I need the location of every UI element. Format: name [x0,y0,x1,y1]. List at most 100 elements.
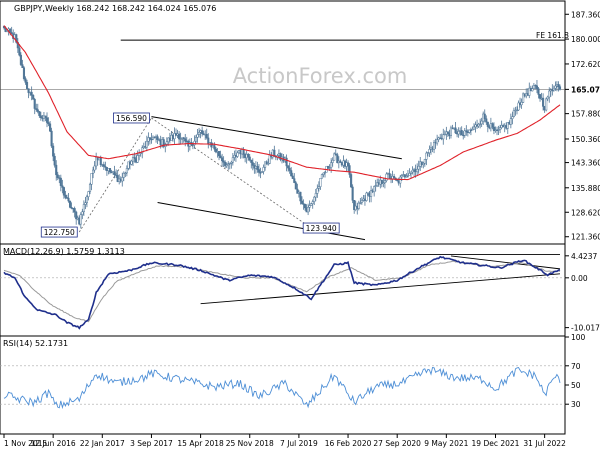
candle-body [148,137,151,140]
candle-body [499,127,502,130]
candle-body [351,186,354,201]
price-tick-label: 121.360 [571,233,600,242]
candle-body [67,197,70,202]
candle-body [124,172,127,174]
candle-body [443,133,446,136]
x-tick-label: 27 Sep 2020 [373,439,421,448]
candle-body [506,122,509,129]
x-tick-label: 19 Dec 2021 [472,439,520,448]
candle-body [460,130,463,136]
symbol-header: GBPJPY,Weekly 168.242 168.242 164.024 16… [14,4,216,13]
candle-body [442,134,445,140]
candle-body [471,129,474,131]
rsi-tick-label: 70 [571,362,581,371]
candle-body [256,166,259,170]
dashed-trend-line [78,117,152,233]
candle-body [403,174,406,178]
candle-body [357,202,360,209]
candle-body [465,130,468,133]
candle-body [62,187,65,196]
candle-body [156,136,159,140]
candle-body [299,191,302,202]
candle-body [47,122,50,125]
candle-body [449,127,453,136]
candle-body [18,47,21,56]
candle-body [454,127,457,134]
candle-body [265,161,268,165]
candle-body [273,149,276,157]
candle-body [121,177,124,182]
candle-body [336,154,339,164]
candle-body [213,145,216,150]
candle-body [385,173,388,181]
price-tick-label: 150.360 [571,135,600,144]
candle-body [334,153,337,155]
price-tick-label: 128.620 [571,208,600,217]
candle-body [411,169,414,173]
price-label-box [302,222,340,234]
candle-body [288,167,291,171]
candle-body [64,194,67,198]
macd-tick-label: 0.00 [571,274,588,283]
candle-body [59,177,62,186]
candle-body [400,175,403,178]
candle-body [88,184,92,192]
candle-body [365,192,368,201]
candle-body [87,191,90,197]
x-tick-label: 9 May 2021 [424,439,468,448]
candle-body [108,168,112,173]
candle-body [548,90,551,98]
candle-body [125,168,128,174]
candle-body [307,207,310,213]
x-tick-label: 1 Nov 2015 [4,439,47,448]
price-tick-label: 187.360 [571,10,600,19]
candle-body [44,115,47,118]
rsi-line [3,366,561,410]
candle-body [554,85,557,89]
candle-body [133,157,136,160]
candle-body [380,179,383,184]
candle-body [68,200,72,208]
candle-body [323,171,327,174]
candle-body [24,78,27,83]
candle-body [350,174,353,188]
price-tick-label: 172.620 [571,60,600,69]
candle-body [30,91,33,96]
candle-body [542,97,545,107]
candle-body [436,139,439,144]
candle-body [517,102,520,111]
candle-body [480,120,483,125]
moving-average-line [3,25,561,181]
candle-body [230,161,233,164]
candle-body [406,175,409,177]
candle-body [472,126,476,130]
candle-body [131,157,135,162]
candle-body [90,173,93,185]
candle-body [35,108,38,110]
macd-trend-line [200,273,561,305]
candle-body [198,132,201,135]
candle-body [552,87,555,91]
candle-body [279,153,282,160]
candle-body [257,169,261,173]
candle-body [82,204,85,212]
candle-body [433,141,436,150]
candle-body [303,204,307,209]
candle-body [557,84,560,87]
candle-body [85,196,88,203]
price-tick-label: 143.360 [571,159,600,168]
price-tick-label: 180.000 [571,35,600,44]
candle-body [217,151,221,157]
macd-tick-label: 4.4237 [571,252,597,261]
candle-body [228,163,231,165]
candle-body [267,163,270,165]
candle-body [162,139,165,147]
price-label-box [113,112,150,124]
candle-body [417,165,420,170]
price-label-text: 123.940 [306,224,337,233]
candle-body [428,149,431,153]
macd-title: MACD(12,26,9) 1.5759 1.3113 [3,247,125,256]
candle-body [373,186,376,193]
candle-body [93,165,96,171]
candle-body [224,161,227,167]
